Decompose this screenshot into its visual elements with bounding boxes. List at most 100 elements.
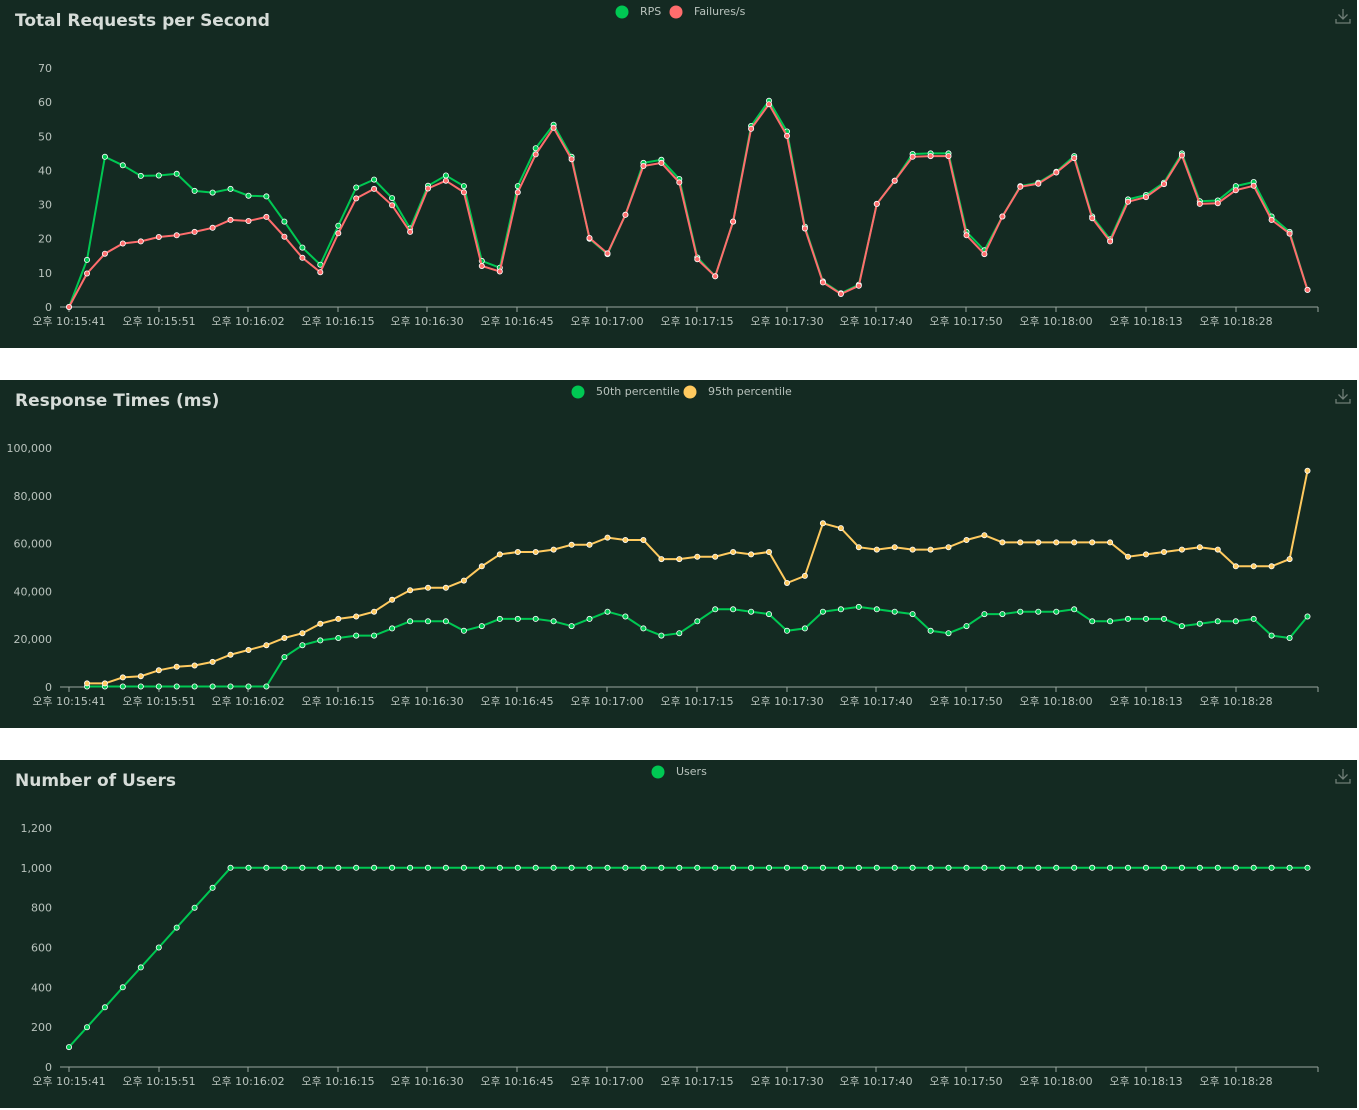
data-point[interactable] [173, 232, 180, 239]
data-point[interactable] [873, 864, 880, 871]
data-point[interactable] [909, 153, 916, 160]
data-point[interactable] [84, 256, 91, 263]
data-point[interactable] [496, 551, 503, 558]
data-point[interactable] [730, 864, 737, 871]
data-point[interactable] [209, 189, 216, 196]
data-point[interactable] [389, 202, 396, 209]
data-point[interactable] [389, 625, 396, 632]
data-point[interactable] [694, 553, 701, 560]
data-point[interactable] [819, 279, 826, 286]
data-point[interactable] [84, 680, 91, 687]
data-point[interactable] [1232, 563, 1239, 570]
data-point[interactable] [299, 864, 306, 871]
data-point[interactable] [927, 153, 934, 160]
data-point[interactable] [281, 654, 288, 661]
data-point[interactable] [424, 864, 431, 871]
data-point[interactable] [604, 250, 611, 257]
data-point[interactable] [784, 132, 791, 139]
data-point[interactable] [999, 864, 1006, 871]
data-point[interactable] [245, 217, 252, 224]
data-point[interactable] [694, 256, 701, 263]
data-point[interactable] [1304, 864, 1311, 871]
data-point[interactable] [424, 185, 431, 192]
data-point[interactable] [586, 234, 593, 241]
data-point[interactable] [460, 864, 467, 871]
data-point[interactable] [550, 546, 557, 553]
data-point[interactable] [640, 536, 647, 543]
data-point[interactable] [1071, 155, 1078, 162]
data-point[interactable] [407, 228, 414, 235]
data-point[interactable] [784, 627, 791, 634]
data-point[interactable] [317, 637, 324, 644]
data-point[interactable] [281, 233, 288, 240]
data-point[interactable] [766, 101, 773, 108]
data-point[interactable] [263, 213, 270, 220]
data-point[interactable] [1161, 181, 1168, 188]
data-point[interactable] [1035, 539, 1042, 546]
data-point[interactable] [766, 611, 773, 618]
data-point[interactable] [1053, 169, 1060, 176]
data-point[interactable] [999, 611, 1006, 618]
data-point[interactable] [676, 864, 683, 871]
data-point[interactable] [873, 200, 880, 207]
data-point[interactable] [945, 153, 952, 160]
data-point[interactable] [1089, 539, 1096, 546]
data-point[interactable] [209, 884, 216, 891]
data-point[interactable] [119, 240, 126, 247]
data-point[interactable] [137, 673, 144, 680]
data-point[interactable] [837, 864, 844, 871]
data-point[interactable] [891, 177, 898, 184]
data-point[interactable] [730, 218, 737, 225]
data-point[interactable] [173, 663, 180, 670]
data-point[interactable] [371, 864, 378, 871]
legend-label[interactable]: RPS [640, 5, 661, 18]
data-point[interactable] [1178, 152, 1185, 159]
data-point[interactable] [407, 618, 414, 625]
data-point[interactable] [586, 864, 593, 871]
data-point[interactable] [1143, 551, 1150, 558]
data-point[interactable] [245, 864, 252, 871]
data-point[interactable] [353, 613, 360, 620]
data-point[interactable] [748, 125, 755, 132]
data-point[interactable] [84, 270, 91, 277]
data-point[interactable] [532, 145, 539, 152]
data-point[interactable] [1304, 613, 1311, 620]
data-point[interactable] [658, 159, 665, 166]
data-point[interactable] [963, 536, 970, 543]
data-point[interactable] [173, 924, 180, 931]
data-point[interactable] [1017, 539, 1024, 546]
data-point[interactable] [676, 556, 683, 563]
data-point[interactable] [1125, 615, 1132, 622]
data-point[interactable] [730, 606, 737, 613]
data-point[interactable] [766, 864, 773, 871]
data-point[interactable] [1214, 200, 1221, 207]
legend-marker[interactable] [615, 5, 629, 19]
data-point[interactable] [748, 551, 755, 558]
download-icon[interactable] [1335, 388, 1351, 404]
data-point[interactable] [640, 864, 647, 871]
data-point[interactable] [460, 189, 467, 196]
data-point[interactable] [317, 620, 324, 627]
data-point[interactable] [640, 162, 647, 169]
data-point[interactable] [1089, 618, 1096, 625]
data-point[interactable] [873, 546, 880, 553]
data-point[interactable] [496, 615, 503, 622]
data-point[interactable] [191, 187, 198, 194]
legend-label[interactable]: Failures/s [694, 5, 746, 18]
data-point[interactable] [263, 683, 270, 690]
data-point[interactable] [1286, 230, 1293, 237]
data-point[interactable] [801, 225, 808, 232]
data-point[interactable] [1232, 187, 1239, 194]
data-point[interactable] [1196, 544, 1203, 551]
data-point[interactable] [227, 864, 234, 871]
data-point[interactable] [1017, 183, 1024, 190]
data-point[interactable] [891, 864, 898, 871]
data-point[interactable] [407, 587, 414, 594]
data-point[interactable] [371, 608, 378, 615]
data-point[interactable] [191, 683, 198, 690]
data-point[interactable] [209, 683, 216, 690]
data-point[interactable] [748, 864, 755, 871]
data-point[interactable] [442, 172, 449, 179]
data-point[interactable] [568, 156, 575, 163]
data-point[interactable] [819, 608, 826, 615]
